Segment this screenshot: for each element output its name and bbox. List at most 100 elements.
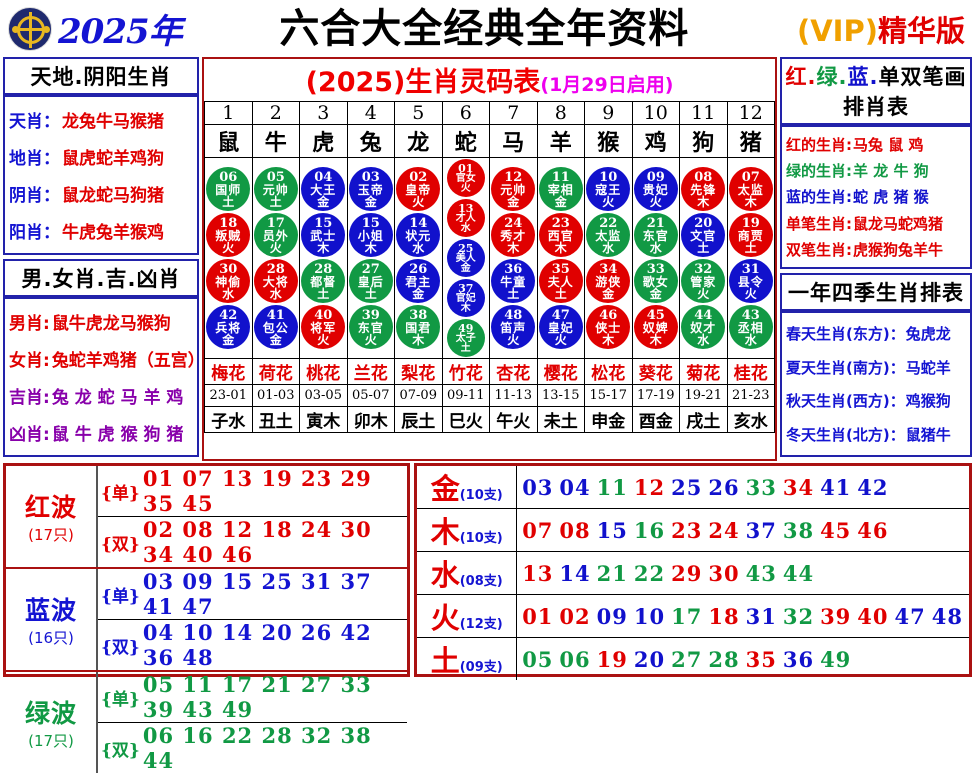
zodiac-ball[interactable]: 24 秀才木 [491, 213, 536, 257]
zodiac-ball[interactable]: 20 文官土 [681, 213, 726, 257]
zodiac-ball[interactable]: 22 太监水 [586, 213, 631, 257]
element-number: 41 [820, 474, 852, 500]
zodiac-ball[interactable]: 21 东官水 [633, 213, 678, 257]
zodiac-ball[interactable]: 11 宰相金 [538, 167, 583, 211]
ball-element: 木 [507, 241, 520, 255]
page-header: 2025年 六合大全经典全年资料 (VIP)精华版 [0, 0, 975, 57]
zodiac-ball[interactable]: 36 牛童土 [491, 259, 536, 303]
ball-title: 东官 [357, 321, 384, 335]
ball-number: 34 [599, 262, 618, 277]
ball-number: 08 [694, 170, 713, 185]
ball-number: 04 [314, 170, 333, 185]
zodiac-ball[interactable]: 40 将军火 [301, 305, 346, 349]
ball-title: 夫人 [547, 275, 574, 289]
color-stroke-label: 蓝的生肖: [786, 188, 852, 207]
nannv-row-label: 吉肖: [9, 388, 50, 408]
zodiac-ball[interactable]: 49 太子土 [446, 319, 485, 357]
color-stroke-label: 红的生肖: [786, 135, 852, 154]
ball-title: 元帅 [262, 183, 289, 197]
ball-element: 土 [222, 195, 235, 209]
zodiac-ball[interactable]: 28 都督土 [301, 259, 346, 303]
zodiac-ball[interactable]: 06 国师土 [206, 167, 251, 211]
zodiac-ball[interactable]: 32 管家火 [681, 259, 726, 303]
element-number: 34 [782, 474, 815, 500]
zodiac-animal-cell: 兔 [346, 124, 395, 158]
zodiac-ball[interactable]: 27 皇后土 [348, 259, 393, 303]
ball-title: 笛声 [500, 321, 527, 335]
zodiac-ball[interactable]: 03 玉帝金 [348, 167, 393, 211]
element-name-cell: 水 (08支) [417, 552, 518, 594]
zodiac-ball-column: 02 皇帝火 14 状元水 26 君主金 38 国君木 [394, 157, 443, 359]
zodiac-ball[interactable]: 09 贵妃火 [633, 167, 678, 211]
element-number: 40 [857, 603, 889, 629]
zodiac-ball[interactable]: 47 皇妃火 [538, 305, 583, 349]
element-number: 44 [782, 560, 815, 586]
zodiac-ball[interactable]: 08 先锋木 [681, 167, 726, 211]
zodiac-ball[interactable]: 07 太监木 [728, 167, 773, 211]
zodiac-ball[interactable]: 18 叛贼火 [206, 213, 251, 257]
tiandi-row-value: 龙兔牛马猴猪 [62, 112, 164, 132]
zodiac-ball[interactable]: 43 丞相水 [728, 305, 773, 349]
ball-number: 21 [646, 216, 665, 231]
zodiac-ball[interactable]: 17 员外火 [253, 213, 298, 257]
zodiac-ball-column: 04 大王金 15 武士木 28 都督土 40 将军火 [299, 157, 348, 359]
zodiac-ball[interactable]: 01 官女火 [446, 159, 485, 197]
element-number: 37 [745, 517, 777, 543]
ball-number: 48 [504, 308, 523, 323]
zodiac-ball[interactable]: 39 东官火 [348, 305, 393, 349]
zodiac-ball[interactable]: 28 大将水 [253, 259, 298, 303]
zodiac-ball[interactable]: 44 奴才水 [681, 305, 726, 349]
zodiac-ball[interactable]: 14 状元水 [396, 213, 441, 257]
zodiac-ball[interactable]: 34 游侠金 [586, 259, 631, 303]
zodiac-ball[interactable]: 23 西官木 [538, 213, 583, 257]
zodiac-ball[interactable]: 31 县令火 [728, 259, 773, 303]
ball-number: 49 [458, 322, 474, 335]
ball-number: 37 [458, 282, 474, 295]
ball-number: 17 [266, 216, 285, 231]
zodiac-ball[interactable]: 02 皇帝火 [396, 167, 441, 211]
zodiac-ball[interactable]: 12 元帅金 [491, 167, 536, 211]
element-number: 36 [782, 646, 815, 672]
zodiac-ball[interactable]: 25 美人金 [446, 239, 485, 277]
column-index-cell: 7 [489, 101, 538, 125]
element-number: 45 [820, 517, 852, 543]
tiandi-row: 阴肖： 鼠龙蛇马狗猪 [9, 181, 193, 206]
element-number: 08 [559, 517, 591, 543]
color-stroke-row: 红的生肖: 马兔 鼠 鸡 [786, 134, 966, 155]
ball-element: 木 [697, 195, 710, 209]
zodiac-ball[interactable]: 26 君主金 [396, 259, 441, 303]
element-number: 03 [522, 474, 554, 500]
zodiac-ball[interactable]: 05 元帅土 [253, 167, 298, 211]
wave-parity: {单} [101, 483, 140, 504]
hour-range-cell: 07-09 [394, 384, 443, 407]
zodiac-ball[interactable]: 45 奴婢木 [633, 305, 678, 349]
zodiac-ball[interactable]: 04 大王金 [301, 167, 346, 211]
zodiac-ball[interactable]: 41 包公金 [253, 305, 298, 349]
zodiac-ball[interactable]: 13 才人水 [446, 199, 485, 237]
zodiac-ball[interactable]: 30 神偷水 [206, 259, 251, 303]
wave-name: 红波 [24, 493, 77, 522]
zodiac-ball[interactable]: 35 夫人土 [538, 259, 583, 303]
zodiac-ball[interactable]: 48 笛声火 [491, 305, 536, 349]
right-column: 红.绿.蓝.单双笔画排肖表 红的生肖: 马兔 鼠 鸡绿的生肖: 羊 龙 牛 狗蓝的生… [780, 57, 972, 461]
wave-line: {单} 05 11 17 21 27 33 39 43 49 [98, 672, 408, 723]
element-number: 38 [782, 517, 815, 543]
zodiac-ball[interactable]: 15 武士木 [301, 213, 346, 257]
zodiac-ball[interactable]: 33 歌女金 [633, 259, 678, 303]
ball-title: 奴婢 [642, 321, 669, 335]
season-value: 鸡猴狗 [905, 392, 951, 411]
flower-cell: 梨花 [394, 358, 443, 385]
zodiac-ball[interactable]: 37 官妃木 [446, 279, 485, 317]
left-panel-2-body: 男肖: 鼠牛虎龙马猴狗 女肖: 兔蛇羊鸡猪（五宫） 吉肖: 兔 龙 蛇 马 羊 鸡凶肖: 鼠… [3, 297, 205, 457]
zodiac-ball[interactable]: 38 国君木 [396, 305, 441, 349]
zodiac-ball[interactable]: 46 侠士木 [586, 305, 631, 349]
ball-title: 皇妃 [547, 321, 574, 335]
zodiac-ball[interactable]: 15 小姐木 [348, 213, 393, 257]
ball-number: 23 [551, 216, 570, 231]
ball-number: 06 [219, 170, 238, 185]
element-row: 水 (08支) 13 14 21 22 29 30 43 44 [417, 552, 969, 595]
ball-number: 38 [409, 308, 428, 323]
zodiac-ball[interactable]: 10 寇王火 [586, 167, 631, 211]
zodiac-ball[interactable]: 19 商贾土 [728, 213, 773, 257]
zodiac-ball[interactable]: 42 兵将金 [206, 305, 251, 349]
